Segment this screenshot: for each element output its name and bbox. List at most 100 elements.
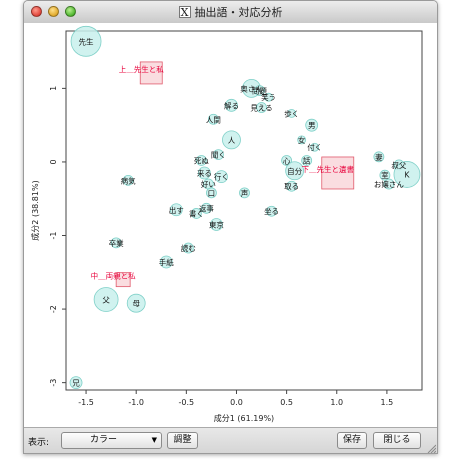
word-point xyxy=(281,155,293,166)
word-label: 自分 xyxy=(287,166,302,176)
word-point xyxy=(373,151,385,163)
adjust-button[interactable]: 調整 xyxy=(167,432,198,449)
title-bar[interactable]: X 抽出語・対応分析 xyxy=(24,1,437,24)
word-label: 女 xyxy=(298,135,306,145)
variable-point xyxy=(321,156,355,190)
word-point xyxy=(256,102,267,113)
word-label: 兄 xyxy=(72,379,80,388)
word-point xyxy=(182,242,194,254)
y-tick-label: 1 xyxy=(49,86,58,91)
y-tick-label: -1 xyxy=(49,232,58,240)
x-tick-label: -1.0 xyxy=(128,398,144,407)
y-tick-label: 0 xyxy=(49,159,58,164)
save-button[interactable]: 保存 xyxy=(337,432,367,449)
word-label: 坐る xyxy=(264,207,279,216)
word-point xyxy=(301,155,313,166)
word-point xyxy=(383,178,395,190)
word-point xyxy=(285,161,305,181)
variable-label: 下＿先生と遺書 xyxy=(302,164,355,174)
word-point xyxy=(305,118,319,132)
word-point xyxy=(159,255,173,269)
display-mode-value: カラー xyxy=(90,435,118,445)
word-label: 人 xyxy=(228,136,236,145)
word-label: 先生 xyxy=(79,36,94,46)
word-point xyxy=(297,135,307,145)
word-label: 東京 xyxy=(209,219,224,229)
close-window-button[interactable] xyxy=(31,6,42,17)
word-label: 問題 xyxy=(252,87,267,96)
variable-label: 中＿両親と私 xyxy=(91,271,136,281)
x-icon: X xyxy=(178,6,191,19)
word-label: 死ぬ xyxy=(194,156,209,165)
word-point xyxy=(200,202,212,214)
word-label: 人間 xyxy=(206,115,221,124)
x-tick-label: -1.5 xyxy=(78,398,94,407)
word-label: 室 xyxy=(381,170,389,180)
word-point xyxy=(222,130,241,150)
y-tick-label: -3 xyxy=(49,379,58,387)
word-point xyxy=(195,155,207,166)
minimize-window-button[interactable] xyxy=(48,6,59,17)
word-label: 奥さん xyxy=(240,83,263,93)
word-point xyxy=(70,25,102,57)
close-button[interactable]: 閉じる xyxy=(373,432,421,449)
x-tick-label: 0.0 xyxy=(230,398,243,407)
word-point xyxy=(208,113,219,125)
word-point xyxy=(93,287,119,312)
word-label: 声 xyxy=(241,188,249,198)
x-tick-label: 1.5 xyxy=(381,398,394,407)
word-label: 男 xyxy=(308,121,316,130)
word-label: 書く xyxy=(189,208,204,218)
bottom-toolbar: 表示: カラー ▼ 調整 保存 閉じる xyxy=(24,427,437,453)
word-label: 歩く xyxy=(284,108,299,118)
x-tick-label: 1.0 xyxy=(330,398,343,407)
display-label: 表示: xyxy=(28,438,50,448)
word-point xyxy=(266,205,277,217)
word-point xyxy=(69,376,83,390)
word-label: 解る xyxy=(224,100,239,110)
word-label: 付く xyxy=(307,142,322,152)
word-point xyxy=(169,203,183,217)
word-label: 話 xyxy=(303,155,311,165)
window-title: 抽出語・対応分析 xyxy=(194,6,283,19)
zoom-window-button[interactable] xyxy=(65,6,76,17)
x-tick-label: -0.5 xyxy=(179,398,195,407)
word-label: 来る xyxy=(197,169,212,178)
word-label: 心 xyxy=(283,156,291,165)
word-label: 妻 xyxy=(375,152,383,162)
word-point xyxy=(210,218,223,231)
display-mode-select[interactable]: カラー ▼ xyxy=(61,432,162,449)
word-label: 読む xyxy=(181,243,196,253)
word-point xyxy=(379,169,391,181)
y-axis-title: 成分2 (38.81%) xyxy=(30,180,40,240)
analysis-window: X 抽出語・対応分析 -1.5 -1.0 -0.5 0.0 0.5 1.0 1.5 -3 -2-… xyxy=(23,0,438,454)
word-point xyxy=(254,85,265,96)
word-point xyxy=(197,166,211,180)
word-point xyxy=(287,108,297,118)
chevron-down-icon: ▼ xyxy=(151,436,157,444)
variable-point xyxy=(139,61,163,85)
word-point xyxy=(190,208,202,219)
word-point xyxy=(286,180,298,192)
word-point xyxy=(264,92,273,102)
word-point xyxy=(215,170,228,184)
word-point xyxy=(110,237,122,249)
word-label: 卒業 xyxy=(109,238,124,248)
y-tick-label: -2 xyxy=(49,305,58,313)
variable-point xyxy=(115,272,131,288)
word-point xyxy=(239,187,250,199)
word-point xyxy=(310,142,320,152)
word-label: 手紙 xyxy=(159,257,174,267)
word-label: 好い xyxy=(201,179,216,189)
correspondence-analysis-plot: -1.5 -1.0 -0.5 0.0 0.5 1.0 1.5 -3 -2 -1 0 1 成分1 (61.… xyxy=(24,23,437,427)
word-point xyxy=(225,98,238,112)
word-label: 叔父 xyxy=(391,160,406,170)
word-label: 行く xyxy=(214,172,229,182)
variable-label: 上＿先生と私 xyxy=(119,64,164,74)
word-label: 出す xyxy=(169,205,184,215)
word-label: 返事 xyxy=(199,203,214,213)
word-label: K xyxy=(404,170,410,179)
word-label: 母 xyxy=(132,299,140,308)
resize-grip-icon[interactable] xyxy=(426,443,436,453)
word-label: 見える xyxy=(250,104,272,113)
